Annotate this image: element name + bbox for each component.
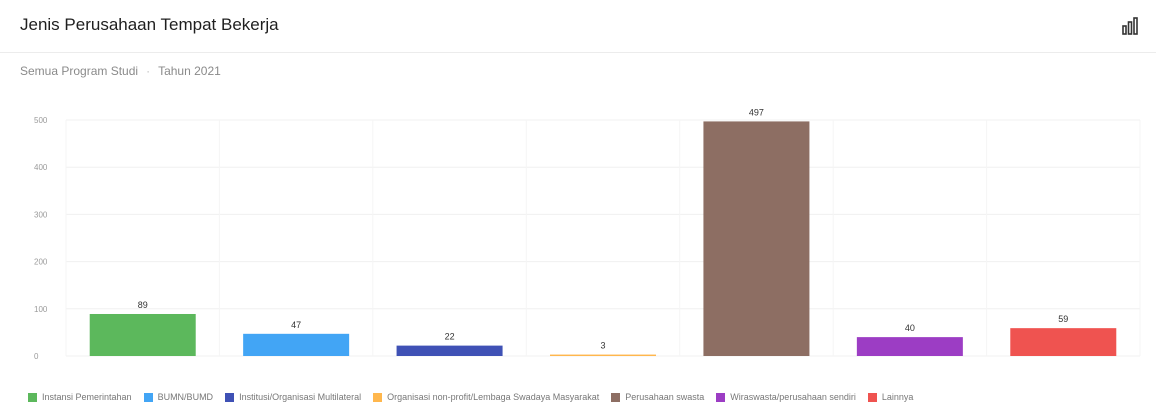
subtitle-separator: · <box>146 64 151 78</box>
card-header: Jenis Perusahaan Tempat Bekerja <box>0 0 1156 53</box>
legend-swatch <box>28 392 37 402</box>
legend-item[interactable]: Instansi Pemerintahan <box>28 392 132 402</box>
legend-label: Instansi Pemerintahan <box>42 392 132 402</box>
data-label: 40 <box>905 323 915 333</box>
legend-swatch <box>611 392 621 402</box>
legend-swatch <box>716 392 726 402</box>
bar <box>396 345 503 356</box>
subtitle-program: Semua Program Studi <box>20 64 139 78</box>
y-tick-label: 500 <box>34 116 48 125</box>
legend-swatch <box>225 392 235 402</box>
data-label: 47 <box>291 320 301 330</box>
legend-item[interactable]: Wiraswasta/perusahaan sendiri <box>716 392 856 402</box>
bar <box>856 337 963 356</box>
legend-label: Lainnya <box>881 392 914 402</box>
y-tick-label: 300 <box>34 210 48 219</box>
y-tick-label: 200 <box>34 258 48 267</box>
data-label: 59 <box>1058 314 1068 324</box>
legend-label: Wiraswasta/perusahaan sendiri <box>730 392 856 402</box>
y-tick-label: 100 <box>34 305 48 314</box>
legend-item[interactable]: Lainnya <box>867 392 914 402</box>
y-tick-label: 400 <box>34 163 48 172</box>
legend-swatch <box>867 392 877 402</box>
bar <box>89 313 196 356</box>
card-title: Jenis Perusahaan Tempat Bekerja <box>20 15 279 34</box>
data-label: 22 <box>445 332 455 342</box>
legend-label: Perusahaan swasta <box>625 392 705 402</box>
legend-swatch <box>373 392 383 402</box>
chart-legend: Instansi Pemerintahan BUMN/BUMD Institusi/… <box>28 390 925 404</box>
legend-item[interactable]: Perusahaan swasta <box>611 392 704 402</box>
bar <box>703 121 810 356</box>
legend-label: BUMN/BUMD <box>157 392 214 402</box>
bar <box>550 354 656 356</box>
y-tick-label: 0 <box>34 352 39 361</box>
data-label: 89 <box>138 300 148 310</box>
subtitle-year: Tahun 2021 <box>158 64 221 78</box>
bar <box>243 333 350 356</box>
bar-chart-icon[interactable] <box>1120 16 1140 36</box>
legend-item[interactable]: Institusi/Organisasi Multilateral <box>225 392 361 402</box>
card-subtitle: Semua Program Studi · Tahun 2021 <box>20 64 221 78</box>
legend-label: Organisasi non-profit/Lembaga Swadaya Ma… <box>387 392 600 402</box>
bar <box>1010 328 1117 356</box>
data-label: 3 <box>600 341 605 351</box>
legend-swatch <box>143 392 153 402</box>
data-label: 497 <box>749 107 764 117</box>
legend-label: Institusi/Organisasi Multilateral <box>239 392 362 402</box>
legend-item[interactable]: BUMN/BUMD <box>143 392 214 402</box>
legend-item[interactable]: Organisasi non-profit/Lembaga Swadaya Ma… <box>373 392 599 402</box>
